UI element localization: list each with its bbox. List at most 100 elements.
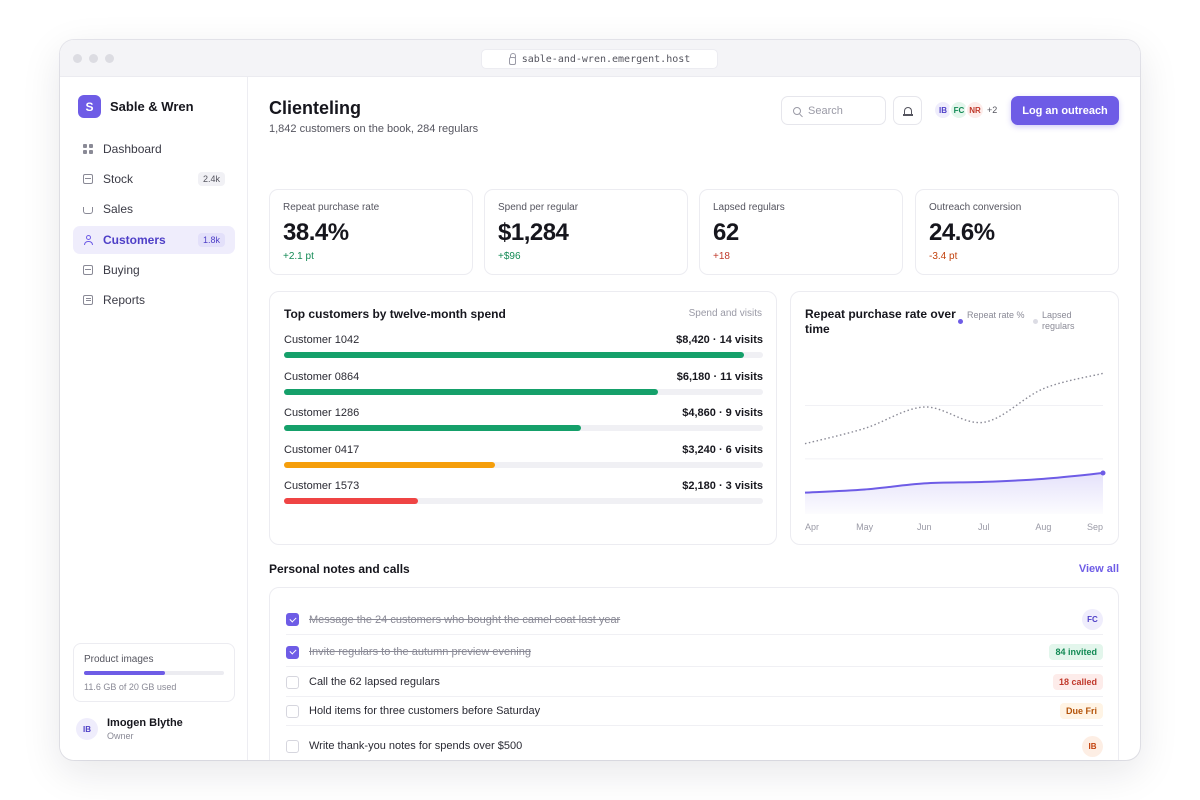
sidebar-item-count: 1.8k	[197, 232, 225, 247]
kpi-value: 24.6%	[929, 219, 995, 246]
list-item[interactable]: Hold items for three customers before Sa…	[286, 697, 1103, 726]
list-item[interactable]: Write thank-you notes for spends over $5…	[286, 728, 1103, 760]
storage-progress-fill	[84, 671, 166, 675]
document-icon	[83, 294, 93, 305]
maximize-dot[interactable]	[105, 54, 114, 63]
customer-spend: $3,240 · 6 visits	[682, 444, 763, 456]
sidebar-item-label: Stock	[103, 172, 134, 187]
customer-name: Customer 1042	[284, 334, 360, 346]
view-all-link[interactable]: View all	[1078, 563, 1119, 575]
customer-spend: $4,860 · 9 visits	[682, 407, 763, 419]
customer-bar-row[interactable]: Customer 1573 $2,180 · 3 visits	[284, 480, 763, 510]
customer-name: Customer 0417	[284, 444, 360, 456]
more-collaborators-count: +2	[987, 105, 998, 115]
sidebar-item-customers[interactable]: Customers 1.8k	[73, 225, 235, 254]
status-badge: 18 called	[1052, 674, 1103, 690]
bar-track	[284, 389, 763, 395]
customer-bar-row[interactable]: Customer 0864 $6,180 · 11 visits	[284, 371, 763, 401]
grid-icon	[83, 144, 93, 154]
customer-bar-row[interactable]: Customer 1042 $8,420 · 14 visits	[284, 334, 763, 364]
bell-icon	[902, 106, 913, 116]
notifications-button[interactable]	[893, 96, 922, 125]
customer-name: Customer 0864	[284, 371, 360, 383]
list-item[interactable]: Message the 24 customers who bought the …	[286, 605, 1103, 635]
x-tick-label: May	[856, 522, 874, 532]
kpi-value: 62	[713, 219, 739, 246]
customer-spend: $6,180 · 11 visits	[676, 371, 763, 383]
avatar: NR	[965, 100, 985, 120]
status-badge: Due Fri	[1059, 703, 1103, 719]
notes-card: Message the 24 customers who bought the …	[269, 587, 1119, 760]
search-input[interactable]: Search	[781, 96, 886, 125]
sidebar-item-dashboard[interactable]: Dashboard	[73, 135, 235, 163]
bar-fill	[284, 352, 744, 358]
notes-section-title: Personal notes and calls	[269, 562, 410, 576]
task-checkbox[interactable]	[286, 645, 299, 659]
list-item[interactable]: Invite regulars to the autumn preview ev…	[286, 638, 1103, 667]
brand[interactable]: S Sable & Wren	[78, 95, 194, 118]
task-checkbox[interactable]	[286, 704, 299, 718]
bar-fill	[284, 425, 581, 431]
kpi-label: Spend per regular	[498, 202, 579, 213]
task-checkbox[interactable]	[286, 613, 299, 626]
sidebar-item-reports[interactable]: Reports	[73, 286, 235, 314]
close-dot[interactable]	[73, 54, 82, 63]
storage-title: Product images	[84, 654, 154, 665]
receipt-icon	[83, 264, 93, 275]
trend-chart-title: Repeat purchase rate over time	[805, 307, 956, 336]
collaborator-avatars[interactable]: IB FC NR +2	[933, 100, 997, 120]
sidebar-item-label: Buying	[103, 262, 140, 277]
search-icon	[793, 106, 801, 115]
list-item[interactable]: Call the 62 lapsed regulars 18 called	[286, 668, 1103, 697]
window-controls	[73, 54, 114, 63]
sidebar-item-label: Dashboard	[103, 142, 162, 156]
task-text: Call the 62 lapsed regulars	[309, 676, 440, 688]
sidebar-nav: Dashboard Stock 2.4k Sales Customers 1.8…	[73, 135, 235, 316]
kpi-value: $1,284	[498, 219, 569, 246]
log-outreach-button[interactable]: Log an outreach	[1011, 96, 1119, 125]
customer-spend: $8,420 · 14 visits	[676, 334, 763, 346]
main-content: Clienteling 1,842 customers on the book,…	[248, 77, 1140, 760]
trend-chart: Apr May Jun Jul Aug Sep	[804, 372, 1106, 532]
customer-bar-row[interactable]: Customer 1286 $4,860 · 9 visits	[284, 407, 763, 437]
sidebar-item-sales[interactable]: Sales	[73, 195, 235, 223]
customer-spend: $2,180 · 3 visits	[682, 480, 763, 492]
address-bar[interactable]: sable-and-wren.emergent.host	[481, 49, 718, 69]
top-customers-hint: Spend and visits	[688, 308, 762, 319]
legend-label: Lapsed regulars	[1042, 310, 1075, 331]
sidebar-item-count: 2.4k	[197, 172, 225, 187]
page-subtitle: 1,842 customers on the book, 284 regular…	[269, 123, 479, 135]
brand-name: Sable & Wren	[110, 99, 194, 114]
user-icon	[83, 234, 93, 245]
bar-fill	[284, 389, 658, 395]
avatar: IB	[76, 718, 98, 740]
kpi-label: Repeat purchase rate	[283, 202, 380, 213]
legend-label: Repeat rate %	[967, 310, 1025, 320]
trend-chart-card: Repeat purchase rate over time Repeat ra…	[790, 291, 1119, 545]
user-profile[interactable]: IB Imogen Blythe Owner	[76, 717, 183, 741]
sidebar-item-stock[interactable]: Stock 2.4k	[73, 165, 235, 193]
series-area-repeat-rate	[805, 473, 1103, 514]
task-text: Invite regulars to the autumn preview ev…	[309, 646, 531, 658]
customer-name: Customer 1573	[284, 480, 360, 492]
top-customers-card: Top customers by twelve-month spend Spen…	[269, 291, 777, 545]
bar-track	[284, 425, 763, 431]
x-tick-label: Aug	[1035, 522, 1051, 532]
kpi-delta: -3.4 pt	[929, 251, 958, 262]
series-line-repeat-rate	[804, 472, 1104, 494]
box-icon	[83, 174, 93, 185]
bar-fill	[284, 462, 495, 468]
sidebar-item-buying[interactable]: Buying	[73, 256, 235, 284]
x-tick-label: Jun	[917, 522, 932, 532]
top-customers-title: Top customers by twelve-month spend	[284, 307, 506, 321]
browser-window: sable-and-wren.emergent.host S Sable & W…	[60, 40, 1140, 760]
kpi-delta: +2.1 pt	[283, 251, 314, 262]
task-checkbox[interactable]	[286, 675, 299, 689]
user-name: Imogen Blythe	[107, 717, 183, 729]
sidebar-item-label: Customers	[103, 232, 166, 247]
kpi-label: Outreach conversion	[929, 202, 1022, 213]
bar-track	[284, 352, 763, 358]
minimize-dot[interactable]	[89, 54, 98, 63]
customer-bar-row[interactable]: Customer 0417 $3,240 · 6 visits	[284, 444, 763, 474]
task-checkbox[interactable]	[286, 739, 299, 753]
